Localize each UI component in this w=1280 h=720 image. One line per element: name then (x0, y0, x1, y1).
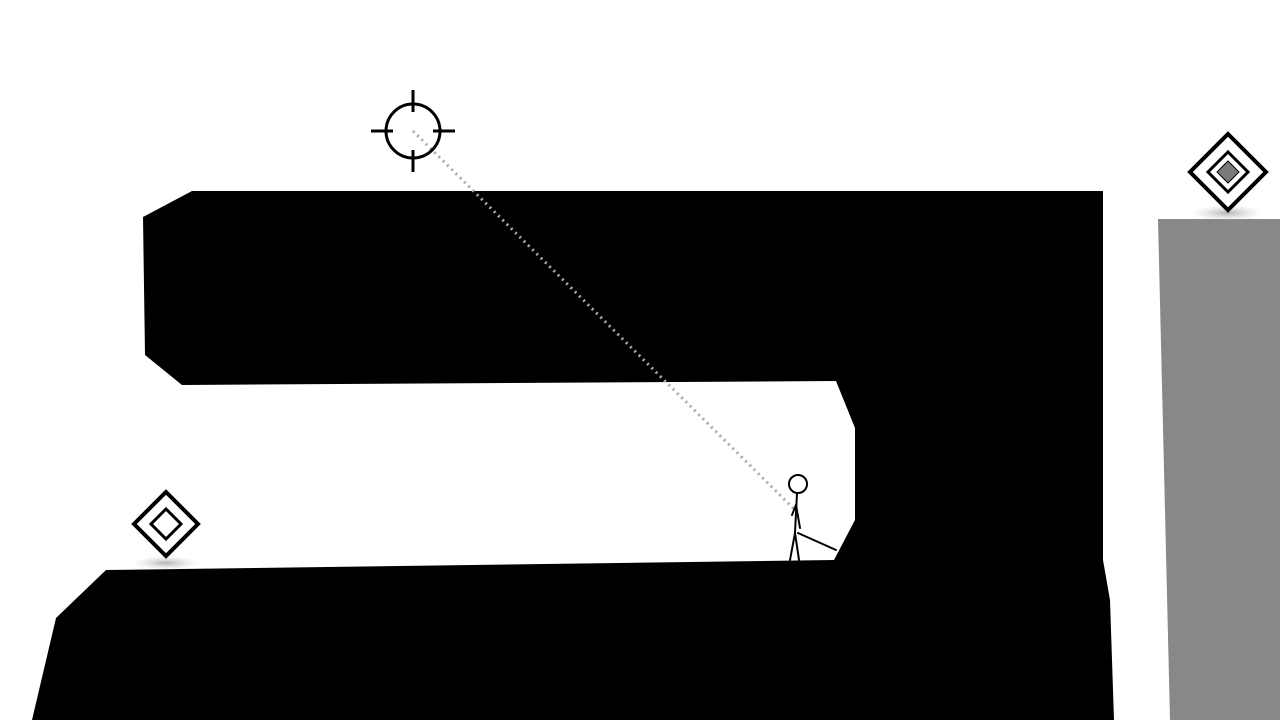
player-arm-back (795, 504, 801, 529)
checkpoint-dust (132, 556, 200, 570)
gray-platform (1158, 219, 1280, 720)
goal-diamond[interactable] (1187, 131, 1269, 221)
lower-terrain-floor (32, 560, 1114, 720)
checkpoint-diamond[interactable] (131, 489, 201, 570)
player-leg-left (789, 532, 796, 561)
player-leg-kick (797, 532, 837, 551)
crosshair-icon[interactable] (371, 90, 455, 172)
upper-terrain-block (143, 191, 1103, 560)
player-torso (794, 492, 798, 534)
goal-core-diamond (1216, 160, 1240, 184)
goal-dust (1191, 205, 1263, 221)
player-head (788, 474, 808, 494)
player-leg-right-upper (794, 532, 800, 561)
aim-trajectory-line (411, 129, 799, 514)
checkpoint-inner-diamond (148, 506, 184, 542)
stick-figure-player[interactable] (788, 474, 837, 561)
